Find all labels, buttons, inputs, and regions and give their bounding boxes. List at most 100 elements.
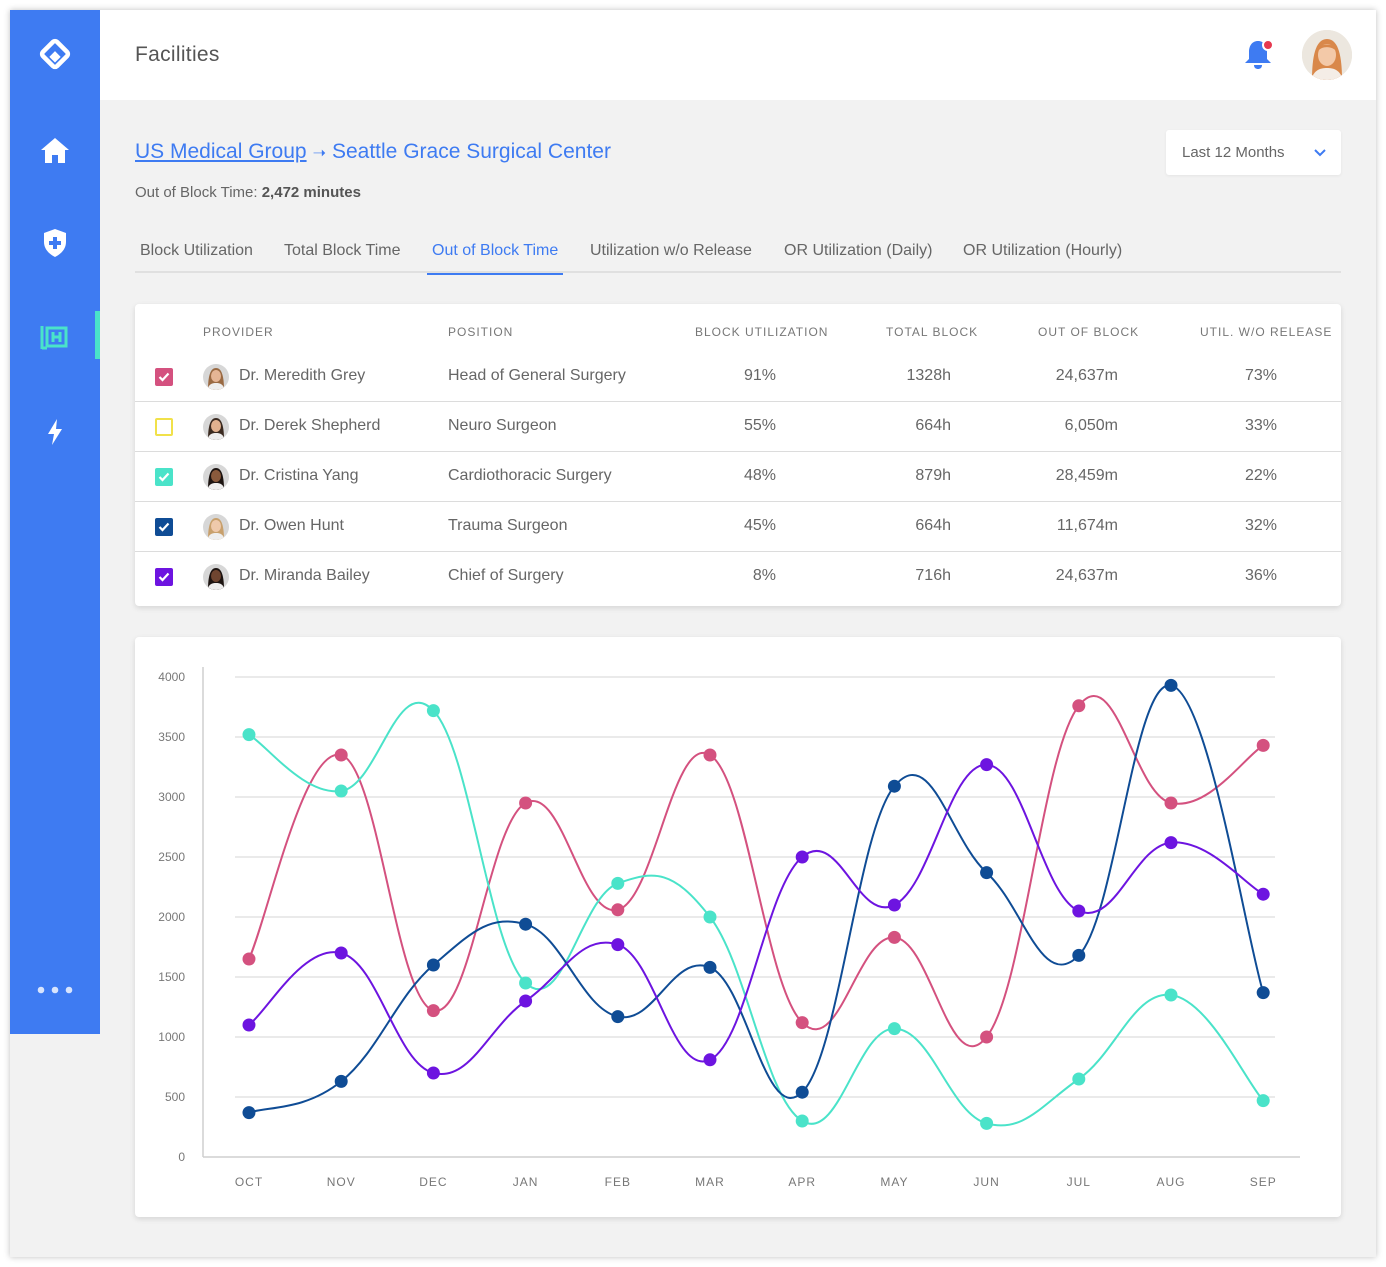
sidebar <box>10 10 100 1034</box>
data-point <box>426 1004 440 1018</box>
avatar[interactable] <box>1302 30 1352 80</box>
shield-plus-icon[interactable] <box>10 213 100 273</box>
data-point <box>1256 738 1270 752</box>
row-checkbox[interactable] <box>155 418 173 436</box>
data-point <box>1164 796 1178 810</box>
y-tick-label: 0 <box>178 1150 185 1164</box>
x-tick-label: NOV <box>327 1175 356 1189</box>
data-point <box>1164 678 1178 692</box>
data-point <box>795 850 809 864</box>
y-tick-label: 1500 <box>158 970 185 984</box>
data-point <box>519 917 533 931</box>
lightning-icon[interactable] <box>10 402 100 462</box>
column-header-block-utilization[interactable]: BLOCK UTILIZATION <box>695 325 829 339</box>
out-of-block-value: 28,459m <box>1055 467 1118 484</box>
data-point <box>334 1074 348 1088</box>
data-point <box>980 866 994 880</box>
diamond-logo-icon[interactable] <box>10 24 100 84</box>
tab-or-utilization-hourly[interactable]: OR Utilization (Hourly) <box>963 242 1123 259</box>
row-checkbox[interactable] <box>155 518 173 536</box>
x-tick-label: OCT <box>235 1175 263 1189</box>
data-point <box>795 1114 809 1128</box>
provider-name: Dr. Cristina Yang <box>239 467 359 484</box>
tab-block-utilization[interactable]: Block Utilization <box>140 242 253 259</box>
more-dots-icon[interactable] <box>10 960 100 1020</box>
provider-position: Trauma Surgeon <box>448 517 568 534</box>
x-tick-label: APR <box>788 1175 816 1189</box>
row-checkbox[interactable] <box>155 368 173 386</box>
bell-icon[interactable] <box>1242 38 1276 72</box>
hospital-icon[interactable] <box>10 307 100 367</box>
breadcrumb-current: Seattle Grace Surgical Center <box>331 140 611 163</box>
tab-total-block-time[interactable]: Total Block Time <box>284 242 401 259</box>
row-checkbox[interactable] <box>155 568 173 586</box>
column-header-total-block[interactable]: TOTAL BLOCK <box>886 325 979 339</box>
x-tick-label: AUG <box>1156 1175 1185 1189</box>
x-tick-label: JUN <box>973 1175 999 1189</box>
util-wo-release-value: 32% <box>1244 517 1277 534</box>
provider-position: Cardiothoracic Surgery <box>448 467 612 484</box>
x-tick-label: DEC <box>419 1175 447 1189</box>
data-point <box>887 898 901 912</box>
series-line <box>248 684 1265 1114</box>
providers-table: PROVIDER POSITION BLOCK UTILIZATION TOTA… <box>135 304 1341 606</box>
block-utilization-value: 91% <box>743 367 776 384</box>
data-point <box>334 748 348 762</box>
data-point <box>611 1010 625 1024</box>
data-point <box>1072 1072 1086 1086</box>
provider-name: Dr. Owen Hunt <box>239 517 344 534</box>
y-tick-label: 3500 <box>158 730 185 744</box>
data-point <box>1164 988 1178 1002</box>
breadcrumb: US Medical Group ➝ Seattle Grace Surgical … <box>135 140 611 164</box>
provider-avatar <box>203 364 229 390</box>
data-point <box>519 796 533 810</box>
x-tick-label: MAR <box>695 1175 725 1189</box>
data-point <box>611 876 625 890</box>
y-tick-label: 500 <box>165 1090 185 1104</box>
data-point <box>242 1106 256 1120</box>
util-wo-release-value: 73% <box>1244 367 1277 384</box>
provider-avatar <box>203 564 229 590</box>
date-range-select[interactable]: Last 12 Months <box>1166 130 1341 175</box>
data-point <box>1256 986 1270 1000</box>
breadcrumb-parent-link[interactable]: US Medical Group <box>135 140 307 163</box>
data-point <box>980 758 994 772</box>
column-header-position[interactable]: POSITION <box>448 325 514 339</box>
provider-position: Head of General Surgery <box>448 367 626 384</box>
x-tick-label: MAY <box>880 1175 908 1189</box>
total-block-value: 716h <box>915 567 951 584</box>
column-header-provider[interactable]: PROVIDER <box>203 325 274 339</box>
x-tick-label: FEB <box>605 1175 631 1189</box>
home-icon[interactable] <box>10 120 100 180</box>
data-point <box>703 1053 717 1067</box>
table-row[interactable]: Dr. Meredith Grey Head of General Surgery… <box>135 352 1341 402</box>
table-row[interactable]: Dr. Miranda Bailey Chief of Surgery 8% 716h… <box>135 552 1341 602</box>
table-row[interactable]: Dr. Derek Shepherd Neuro Surgeon 55% 664h 6,… <box>135 402 1341 452</box>
tab-out-of-block-time[interactable]: Out of Block Time <box>427 242 564 275</box>
data-point <box>980 1116 994 1130</box>
provider-name: Dr. Meredith Grey <box>239 367 366 384</box>
data-point <box>426 958 440 972</box>
column-header-out-of-block[interactable]: OUT OF BLOCK <box>1038 325 1140 339</box>
x-tick-label: JAN <box>513 1175 539 1189</box>
y-tick-label: 3000 <box>158 790 185 804</box>
data-point <box>1164 836 1178 850</box>
tab-or-utilization-daily[interactable]: OR Utilization (Daily) <box>784 242 933 259</box>
app-window: Facilities US Medical Group ➝ Seattle Grac… <box>10 10 1376 1257</box>
column-header-util-wo-release[interactable]: UTIL. W/O RELEASE <box>1200 325 1333 339</box>
series-line <box>248 695 1264 1048</box>
block-utilization-value: 48% <box>743 467 776 484</box>
summary-label: Out of Block Time: <box>135 184 258 201</box>
provider-name: Dr. Miranda Bailey <box>239 567 370 584</box>
data-point <box>1256 887 1270 901</box>
util-wo-release-value: 36% <box>1244 567 1277 584</box>
util-wo-release-value: 22% <box>1244 467 1277 484</box>
data-point <box>1256 1094 1270 1108</box>
row-checkbox[interactable] <box>155 468 173 486</box>
total-block-value: 664h <box>915 517 951 534</box>
page-title: Facilities <box>135 43 220 66</box>
tab-utilization-wo-release[interactable]: Utilization w/o Release <box>590 242 752 259</box>
data-point <box>980 1030 994 1044</box>
table-row[interactable]: Dr. Cristina Yang Cardiothoracic Surgery 4… <box>135 452 1341 502</box>
table-row[interactable]: Dr. Owen Hunt Trauma Surgeon 45% 664h 11,674… <box>135 502 1341 552</box>
